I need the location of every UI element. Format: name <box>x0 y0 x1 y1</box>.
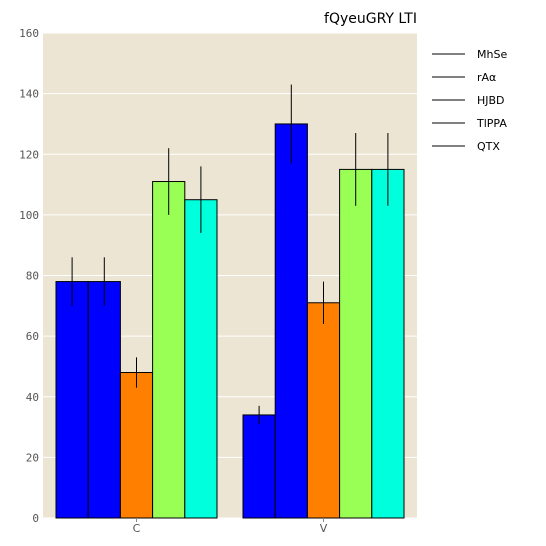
legend-label: QTX <box>477 140 500 153</box>
legend-label: TlPPA <box>476 117 507 130</box>
legend-label: MhSe <box>477 48 507 61</box>
legend-label: rAα <box>477 71 496 84</box>
y-tick-label: 0 <box>32 512 39 525</box>
y-tick-label: 60 <box>26 330 39 343</box>
bar <box>184 199 218 519</box>
y-tick-label: 80 <box>26 270 39 283</box>
bar <box>119 372 154 519</box>
x-tick-label: C <box>133 522 141 535</box>
bar <box>371 168 405 519</box>
bar <box>242 414 276 519</box>
y-tick-label: 120 <box>19 148 39 161</box>
bar <box>274 123 308 519</box>
chart-title: fQyeuGRY LTI <box>324 11 417 27</box>
bars <box>55 123 405 519</box>
y-axis: 0 20 40 60 80 100 120 140 160 <box>19 27 39 525</box>
legend: MhSe rAα HJBD TlPPA QTX <box>432 48 507 153</box>
bar <box>339 168 373 519</box>
bar <box>55 281 89 519</box>
x-tick-label: V <box>320 522 328 535</box>
y-tick-label: 40 <box>26 391 39 404</box>
bar <box>87 281 121 519</box>
legend-label: HJBD <box>477 94 505 107</box>
y-tick-label: 160 <box>19 27 39 40</box>
y-tick-label: 100 <box>19 209 39 222</box>
error-bars <box>71 84 389 425</box>
y-tick-label: 140 <box>19 88 39 101</box>
bar <box>152 181 186 519</box>
y-tick-label: 20 <box>26 451 39 464</box>
bar <box>306 302 341 519</box>
